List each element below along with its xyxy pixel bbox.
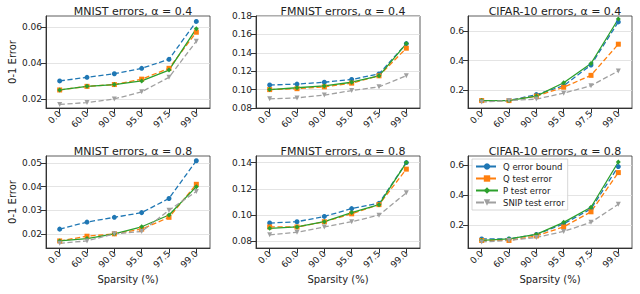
svg-text:97.5: 97.5	[573, 248, 594, 269]
svg-text:60.0: 60.0	[279, 108, 300, 129]
svg-text:MNIST errors, α = 0.4: MNIST errors, α = 0.4	[74, 5, 192, 18]
svg-text:95.0: 95.0	[124, 248, 145, 269]
svg-text:0.0: 0.0	[468, 108, 485, 125]
svg-text:60.0: 60.0	[491, 108, 512, 129]
svg-text:0.0: 0.0	[256, 248, 273, 265]
svg-text:0.16: 0.16	[232, 29, 252, 39]
svg-text:0.6: 0.6	[450, 160, 465, 170]
svg-text:99.0: 99.0	[601, 108, 622, 129]
svg-text:0.0: 0.0	[256, 108, 273, 125]
svg-text:0-1 Error: 0-1 Error	[7, 179, 18, 224]
svg-text:0.6: 0.6	[450, 26, 465, 36]
svg-text:0.10: 0.10	[232, 85, 252, 95]
svg-text:60.0: 60.0	[491, 248, 512, 269]
svg-text:0.2: 0.2	[450, 85, 464, 95]
svg-text:95.0: 95.0	[334, 108, 355, 129]
svg-text:60.0: 60.0	[69, 108, 90, 129]
svg-text:90.0: 90.0	[519, 248, 540, 269]
svg-text:Sparsity (%): Sparsity (%)	[307, 274, 368, 285]
svg-text:0.04: 0.04	[22, 58, 42, 68]
svg-text:0.0: 0.0	[468, 248, 485, 265]
svg-text:0.05: 0.05	[22, 158, 42, 168]
svg-text:0.14: 0.14	[232, 158, 252, 168]
svg-text:FMNIST errors, α = 0.8: FMNIST errors, α = 0.8	[281, 145, 406, 158]
svg-text:MNIST errors, α = 0.8: MNIST errors, α = 0.8	[74, 145, 192, 158]
svg-text:0.02: 0.02	[22, 94, 42, 104]
svg-text:97.5: 97.5	[361, 108, 382, 129]
svg-text:0.14: 0.14	[232, 48, 252, 58]
svg-text:Q error bound: Q error bound	[503, 162, 562, 172]
svg-text:95.0: 95.0	[334, 248, 355, 269]
svg-text:0.12: 0.12	[232, 184, 252, 194]
svg-text:0-1 Error: 0-1 Error	[7, 39, 18, 84]
svg-text:90.0: 90.0	[519, 108, 540, 129]
svg-text:99.0: 99.0	[179, 108, 200, 129]
svg-text:97.5: 97.5	[573, 108, 594, 129]
svg-text:97.5: 97.5	[151, 108, 172, 129]
svg-text:99.0: 99.0	[389, 108, 410, 129]
svg-text:0.08: 0.08	[232, 103, 252, 113]
svg-text:0.03: 0.03	[22, 205, 42, 215]
svg-text:CIFAR-10 errors, α = 0.4: CIFAR-10 errors, α = 0.4	[489, 5, 622, 18]
svg-text:95.0: 95.0	[546, 108, 567, 129]
svg-text:0.4: 0.4	[450, 190, 465, 200]
svg-text:Q test error: Q test error	[503, 174, 553, 184]
svg-text:97.5: 97.5	[361, 248, 382, 269]
svg-text:97.5: 97.5	[151, 248, 172, 269]
svg-text:0.06: 0.06	[22, 22, 42, 32]
svg-text:90.0: 90.0	[97, 248, 118, 269]
svg-text:99.0: 99.0	[179, 248, 200, 269]
svg-text:95.0: 95.0	[546, 248, 567, 269]
svg-text:95.0: 95.0	[124, 108, 145, 129]
svg-text:SNIP test error: SNIP test error	[503, 198, 565, 208]
svg-text:Sparsity (%): Sparsity (%)	[97, 274, 158, 285]
svg-text:60.0: 60.0	[279, 248, 300, 269]
svg-text:CIFAR-10 errors, α = 0.8: CIFAR-10 errors, α = 0.8	[489, 145, 622, 158]
svg-text:0.10: 0.10	[232, 210, 252, 220]
svg-text:0.04: 0.04	[22, 182, 42, 192]
svg-text:0.0: 0.0	[46, 248, 63, 265]
svg-text:0.08: 0.08	[232, 236, 252, 246]
svg-text:99.0: 99.0	[389, 248, 410, 269]
svg-text:99.0: 99.0	[601, 248, 622, 269]
svg-text:FMNIST errors, α = 0.4: FMNIST errors, α = 0.4	[281, 5, 406, 18]
svg-text:90.0: 90.0	[307, 108, 328, 129]
svg-text:0.2: 0.2	[450, 220, 464, 230]
svg-text:0.12: 0.12	[232, 66, 252, 76]
svg-text:90.0: 90.0	[307, 248, 328, 269]
svg-text:Sparsity (%): Sparsity (%)	[519, 274, 580, 285]
svg-text:0.0: 0.0	[46, 108, 63, 125]
svg-text:0.4: 0.4	[450, 56, 465, 66]
svg-text:0.02: 0.02	[22, 229, 42, 239]
svg-text:P test error: P test error	[503, 186, 551, 196]
svg-text:60.0: 60.0	[69, 248, 90, 269]
svg-text:0.18: 0.18	[232, 11, 252, 21]
svg-text:90.0: 90.0	[97, 108, 118, 129]
